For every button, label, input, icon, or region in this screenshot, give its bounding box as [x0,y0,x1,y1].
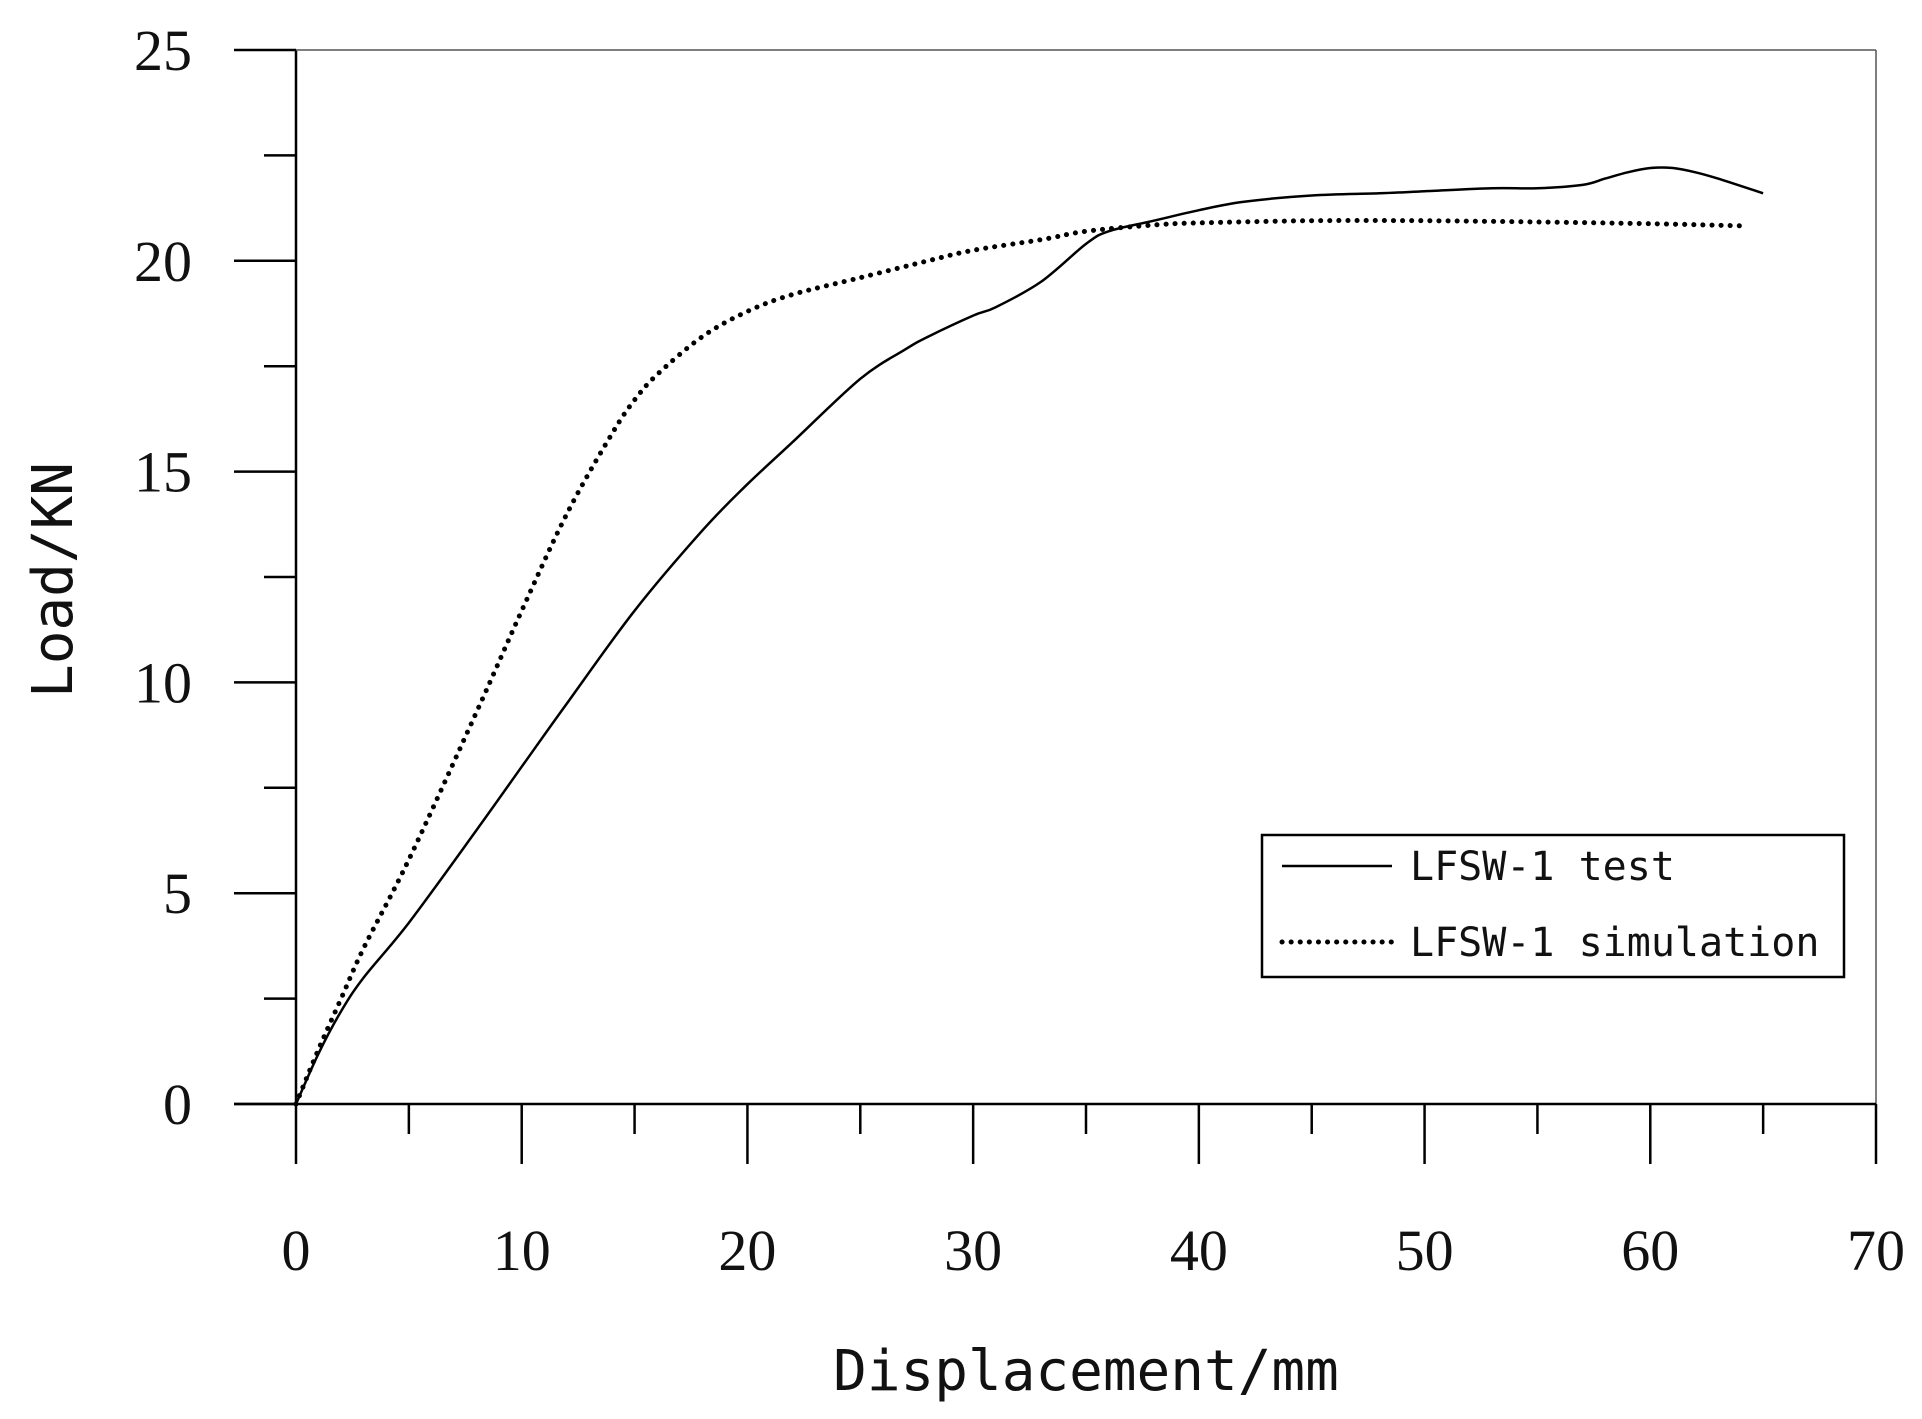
y-tick-label: 10 [134,650,192,715]
series-layer [293,166,1764,1107]
y-tick-label: 15 [134,440,192,505]
y-axis-title: Load/KN [21,462,86,698]
x-tick-label: 50 [1396,1218,1454,1283]
legend: LFSW-1 test LFSW-1 simulation [1260,833,1846,979]
x-tick-label: 20 [718,1218,776,1283]
series-line-test [294,166,1764,1105]
x-axis-title: Displacement/mm [833,1339,1339,1404]
y-tick-label: 20 [134,229,192,294]
y-tick-label: 5 [163,861,192,926]
legend-label-test: LFSW-1 test [1410,844,1675,890]
x-tick-label: 30 [944,1218,1002,1283]
y-tick-label: 25 [134,18,192,83]
x-tick-label: 60 [1621,1218,1679,1283]
legend-box [1260,833,1846,979]
x-tick-label: 40 [1170,1218,1228,1283]
x-tick-label: 10 [493,1218,551,1283]
x-axis: 0 10 20 30 40 50 60 70 [282,1104,1905,1283]
x-tick-label: 0 [282,1218,311,1283]
x-tick-label: 70 [1847,1218,1905,1283]
y-tick-label: 0 [163,1072,192,1137]
y-axis: 0 5 10 15 20 25 [134,18,296,1137]
series-line-simulation [293,218,1744,1107]
legend-label-simulation: LFSW-1 simulation [1410,920,1819,966]
